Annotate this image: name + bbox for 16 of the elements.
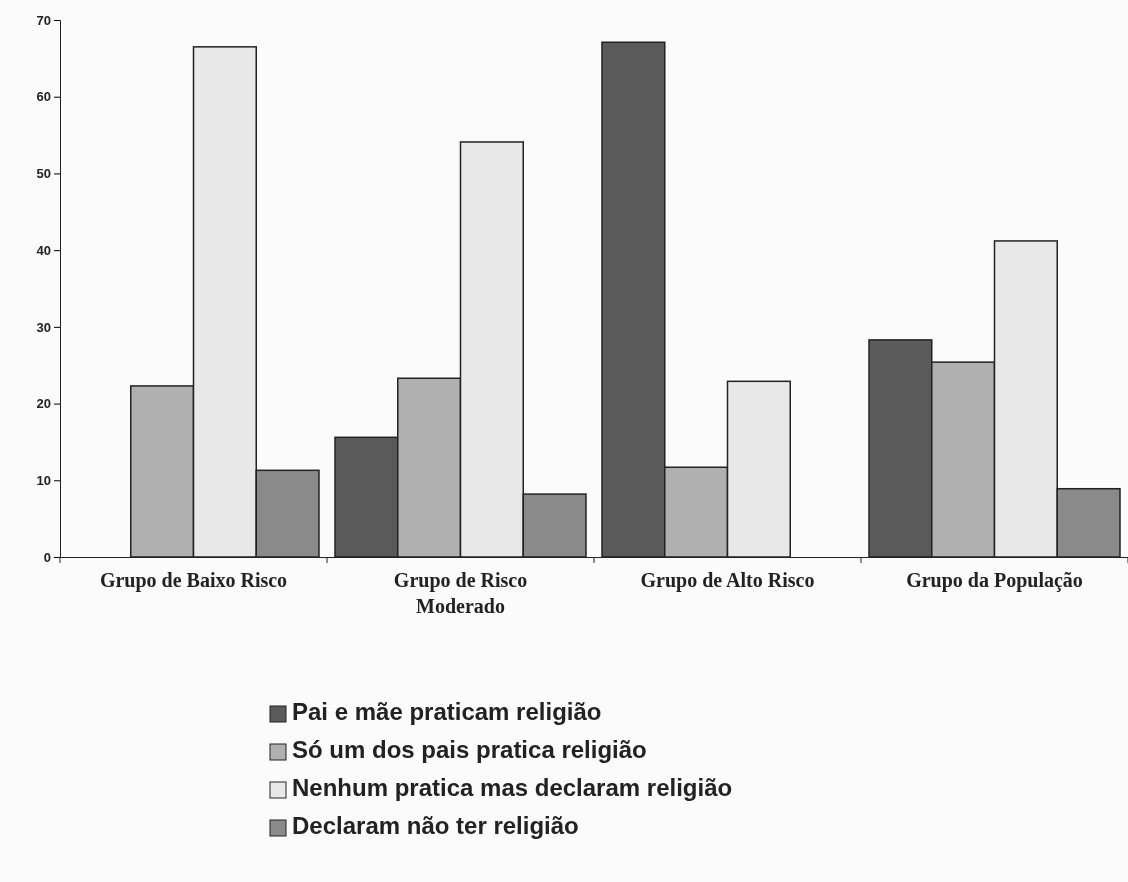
- legend-label: Só um dos pais pratica religião: [292, 736, 647, 763]
- y-tick-label: 0: [43, 549, 51, 565]
- y-tick-label: 10: [36, 472, 51, 488]
- y-tick-label: 70: [36, 12, 51, 28]
- x-tick-label: Grupo de Alto Risco: [640, 569, 815, 592]
- legend-label: Nenhum pratica mas declaram religião: [292, 774, 733, 801]
- legend-label: Declaram não ter religião: [292, 812, 579, 839]
- legend-label: Pai e mãe praticam religião: [292, 698, 602, 725]
- x-tick-label: Grupo de Baixo Risco: [99, 569, 288, 592]
- y-tick-label: 40: [36, 242, 51, 258]
- x-tick-label: Grupo de Risco Moderado: [393, 569, 528, 617]
- y-tick-label: 20: [36, 396, 51, 412]
- x-tick-label: Grupo da População: [906, 569, 1083, 592]
- y-tick-label: 50: [36, 166, 51, 182]
- y-tick-label: 30: [36, 319, 51, 335]
- y-tick-label: 60: [36, 89, 51, 105]
